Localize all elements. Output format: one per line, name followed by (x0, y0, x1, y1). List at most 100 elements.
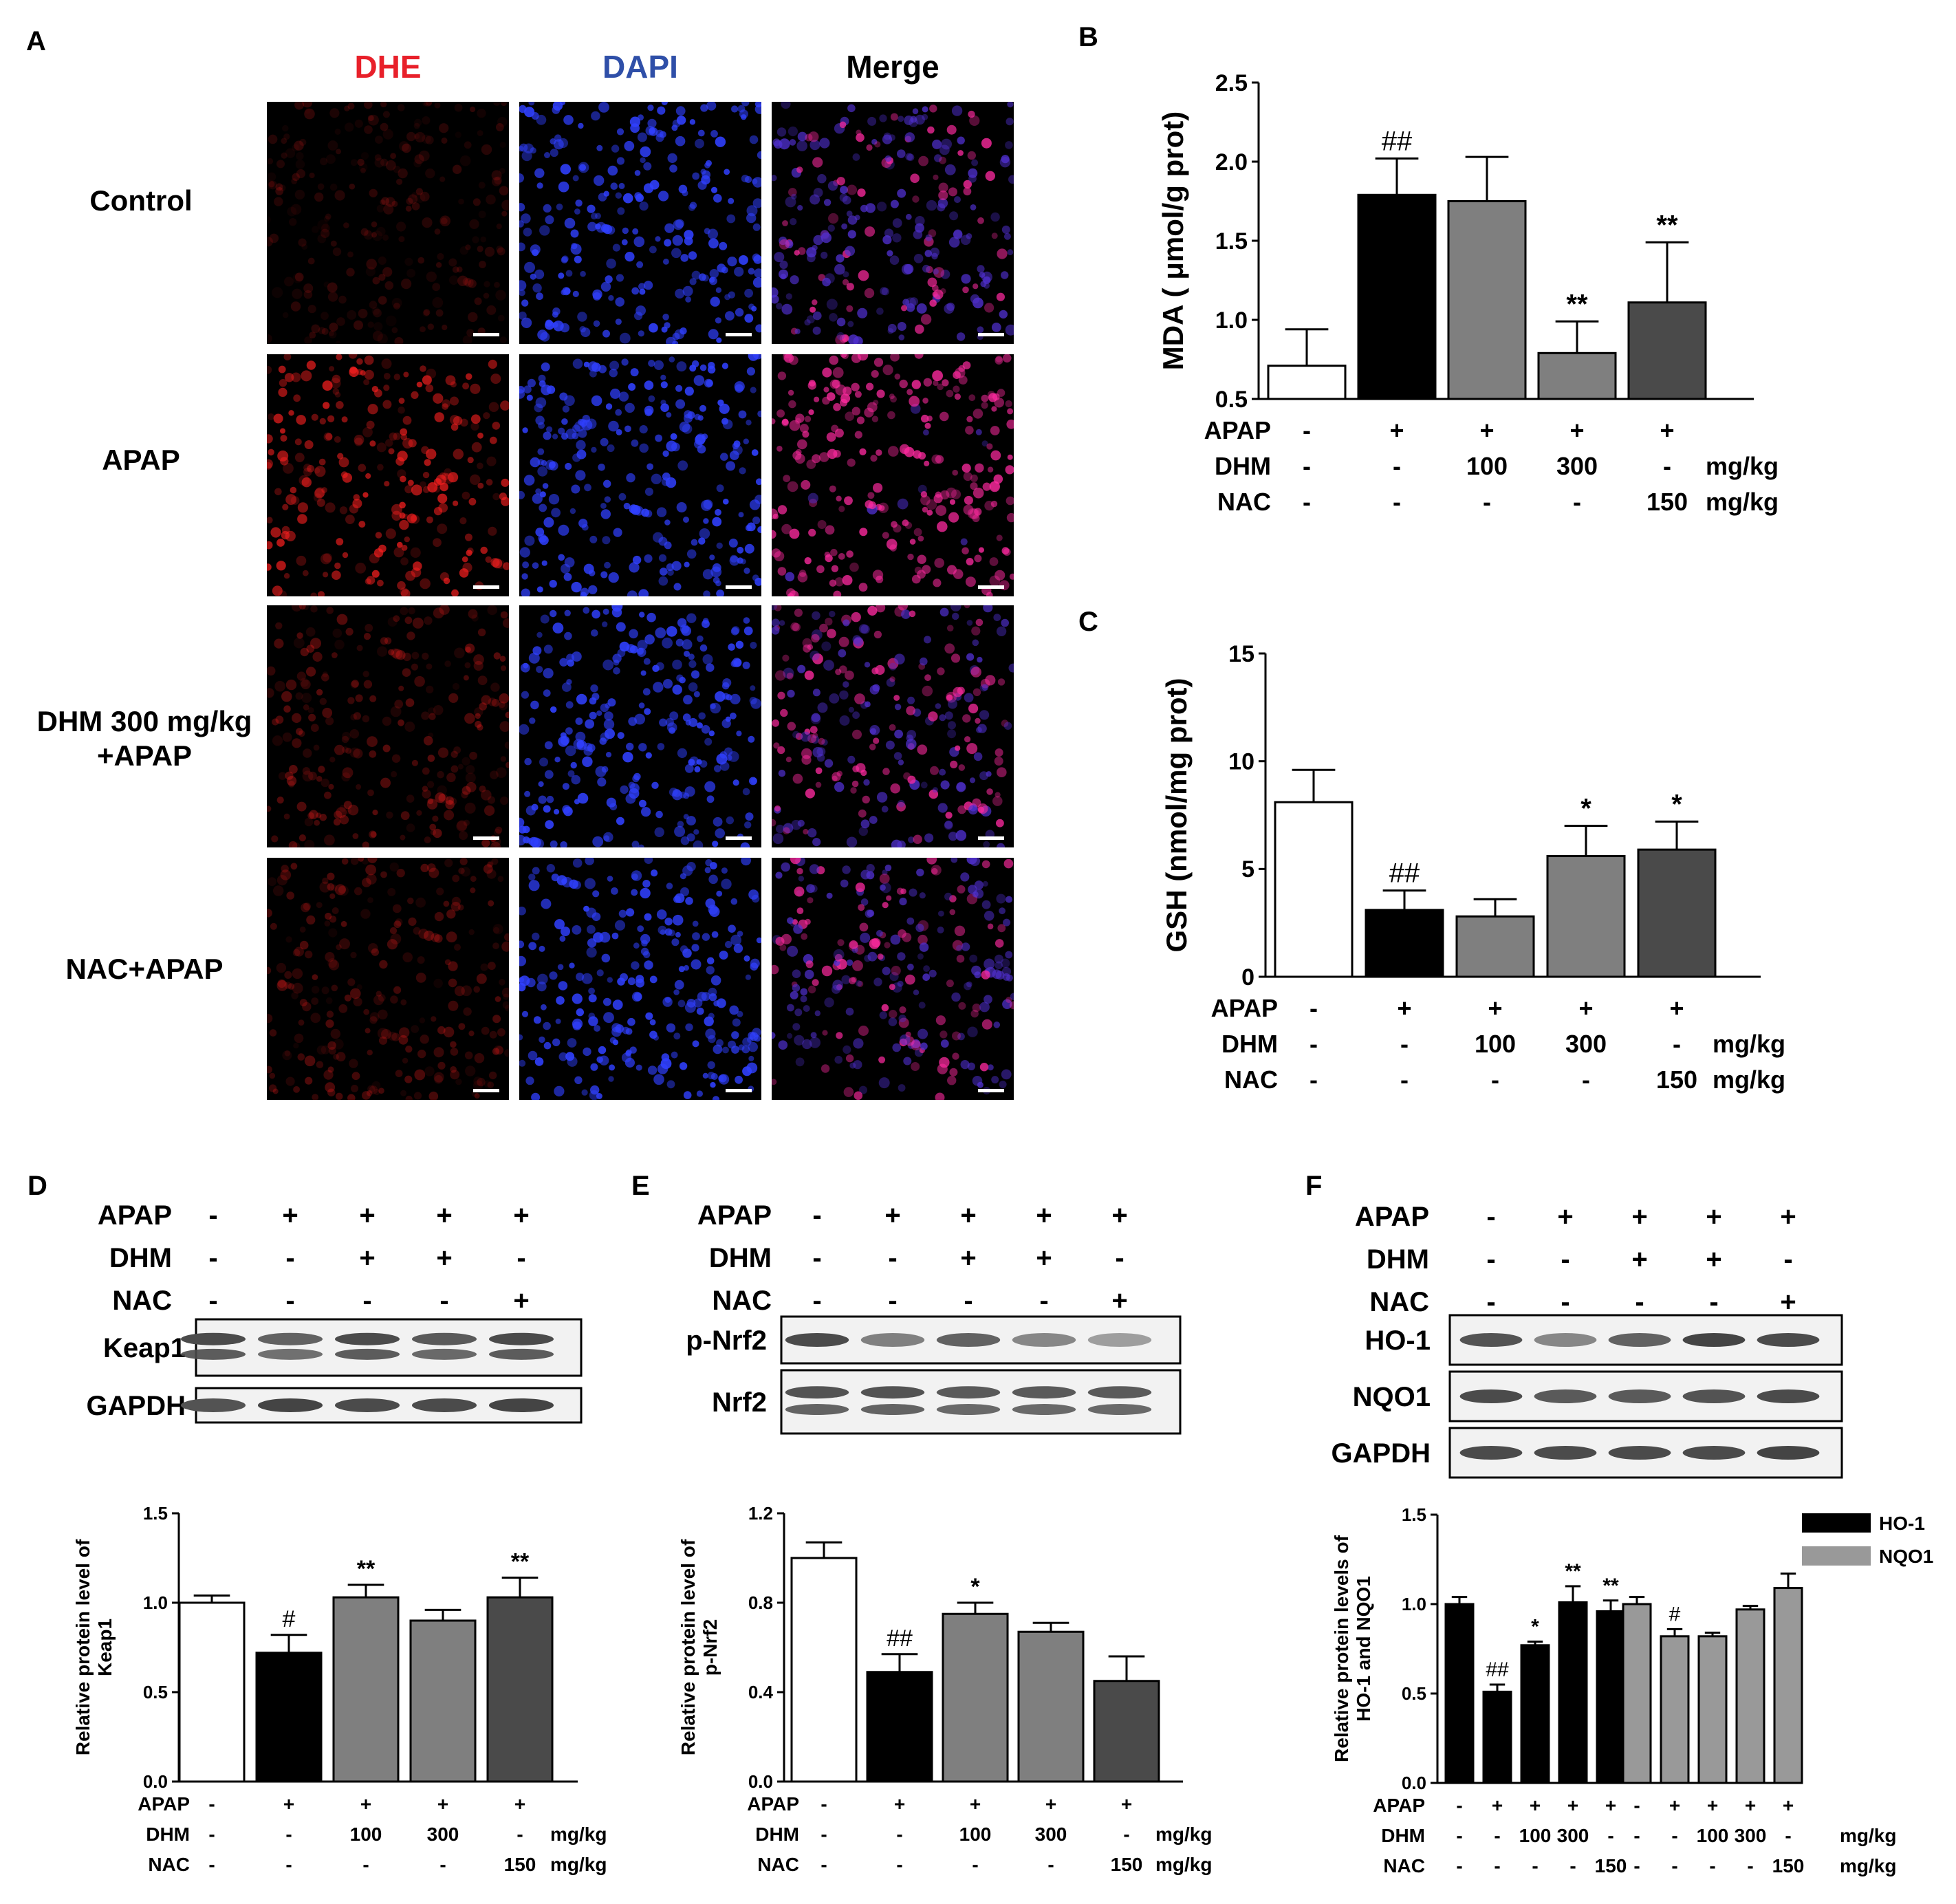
condition-value: + (1530, 1795, 1541, 1816)
blot-band (1087, 1404, 1152, 1416)
blot-band (1682, 1446, 1746, 1460)
panel-e-chart: 0.0 0.4 0.8 1.2 Relative protein level ofp-N… (677, 1503, 1212, 1875)
condition-value: 150 (504, 1854, 536, 1875)
y-tick-label: 1.0 (1215, 307, 1248, 334)
significance-label: ** (1602, 1575, 1619, 1597)
condition-name: NAC (1224, 1065, 1278, 1094)
condition-value: - (1494, 1855, 1500, 1876)
blot-condition-name: DHM (709, 1243, 772, 1273)
blot-condition-value: + (513, 1200, 529, 1231)
panel-d-blots: APAP - + + + + DHM - - + + - NAC - - - - + Keap1 GAPDH (87, 1200, 583, 1424)
condition-value: + (894, 1793, 905, 1815)
blot-condition-name: NAC (1369, 1287, 1429, 1317)
blot-band (1608, 1389, 1671, 1403)
blot-condition-value: - (1561, 1244, 1569, 1275)
blot-condition-value: + (1557, 1202, 1573, 1232)
condition-value: 300 (1556, 452, 1598, 480)
bar (1017, 1630, 1085, 1783)
condition-value: - (1673, 1030, 1681, 1058)
blot-band (1459, 1333, 1523, 1347)
micrograph-merge (772, 605, 1014, 847)
blot-band (1757, 1333, 1820, 1347)
blot-condition-value: + (1111, 1200, 1127, 1231)
blot-label: Nrf2 (712, 1387, 767, 1418)
condition-value: - (1747, 1855, 1753, 1876)
panel-letter-e: E (631, 1171, 650, 1201)
significance-label: ## (887, 1625, 913, 1652)
condition-value: 100 (1466, 452, 1508, 480)
condition-name: APAP (1373, 1795, 1425, 1816)
micrograph-dhe (267, 605, 509, 847)
blot-condition-value: + (1111, 1286, 1127, 1316)
condition-value: - (362, 1854, 369, 1875)
row-label-dhm-line1: DHM 300 mg/kg (36, 705, 252, 737)
condition-value: - (208, 1793, 215, 1815)
y-tick-label: 1.0 (1402, 1594, 1426, 1614)
y-tick-label: 5 (1241, 856, 1254, 883)
blot-condition-value: - (1486, 1287, 1495, 1317)
panel-b-chart: 0.5 1.0 1.5 2.0 2.5 MDA ( μmol/g prot) ## ** ** A… (1157, 70, 1779, 516)
condition-name: DHM (1215, 452, 1271, 480)
blot-condition-name: APAP (1355, 1202, 1429, 1232)
significance-label: * (1671, 789, 1682, 819)
bar (1546, 855, 1626, 978)
bar (1455, 915, 1535, 978)
condition-value: - (1303, 416, 1311, 444)
scale-bar (726, 585, 752, 589)
bar (790, 1557, 858, 1783)
condition-value: + (1569, 416, 1584, 444)
condition-value: + (514, 1793, 525, 1815)
blot-band (785, 1333, 849, 1347)
blot-band (1012, 1386, 1076, 1399)
condition-value: - (1400, 1065, 1409, 1094)
condition-name: DHM (1221, 1030, 1278, 1058)
condition-value: - (1491, 1065, 1499, 1094)
significance-label: # (1669, 1603, 1681, 1625)
blot-condition-name: DHM (1367, 1244, 1429, 1275)
blot-band (1682, 1389, 1746, 1403)
bar (1357, 193, 1437, 400)
micrograph-dapi (519, 354, 761, 596)
condition-value: + (283, 1793, 294, 1815)
blot-condition-value: + (436, 1200, 452, 1231)
panel-letter-b: B (1078, 22, 1098, 52)
condition-value: 100 (1697, 1825, 1729, 1846)
condition-value: 150 (1656, 1065, 1697, 1094)
condition-unit: mg/kg (1706, 452, 1779, 480)
blot-band (488, 1348, 554, 1360)
blot-condition-value: + (1631, 1244, 1647, 1275)
blot-condition-value: - (888, 1243, 897, 1273)
condition-value: - (208, 1824, 215, 1845)
blot-band (936, 1386, 1001, 1399)
condition-unit: mg/kg (1713, 1030, 1785, 1058)
blot-condition-value: + (1780, 1202, 1796, 1232)
condition-value: - (1671, 1825, 1677, 1846)
bar (255, 1652, 323, 1783)
legend-label: HO-1 (1879, 1513, 1925, 1534)
condition-value: - (821, 1824, 827, 1845)
scale-bar (978, 333, 1004, 336)
significance-label: * (1580, 794, 1591, 824)
y-tick-label: 2.0 (1215, 149, 1248, 175)
condition-value: + (1669, 1795, 1680, 1816)
y-tick-label: 1.5 (143, 1503, 168, 1524)
condition-value: 300 (1735, 1825, 1767, 1846)
blot-condition-value: + (282, 1200, 298, 1231)
row-label-nac: NAC+APAP (65, 953, 224, 985)
micrograph-dhe (267, 354, 509, 596)
condition-value: - (285, 1824, 292, 1845)
condition-value: 100 (1475, 1030, 1516, 1058)
row-label-dhm-line2: +APAP (96, 739, 193, 772)
blot-band (936, 1404, 1001, 1416)
condition-name: APAP (747, 1793, 799, 1815)
bar (1093, 1680, 1160, 1783)
y-axis-label: GSH (nmol/mg prot) (1160, 678, 1193, 953)
y-tick-label: 2.5 (1215, 70, 1248, 96)
bar (1267, 365, 1347, 400)
significance-label: ** (1656, 210, 1678, 240)
condition-value: - (1582, 1065, 1590, 1094)
condition-value: - (517, 1824, 523, 1845)
bar (1622, 1603, 1652, 1784)
significance-label: ** (511, 1549, 530, 1575)
scale-bar (978, 585, 1004, 589)
